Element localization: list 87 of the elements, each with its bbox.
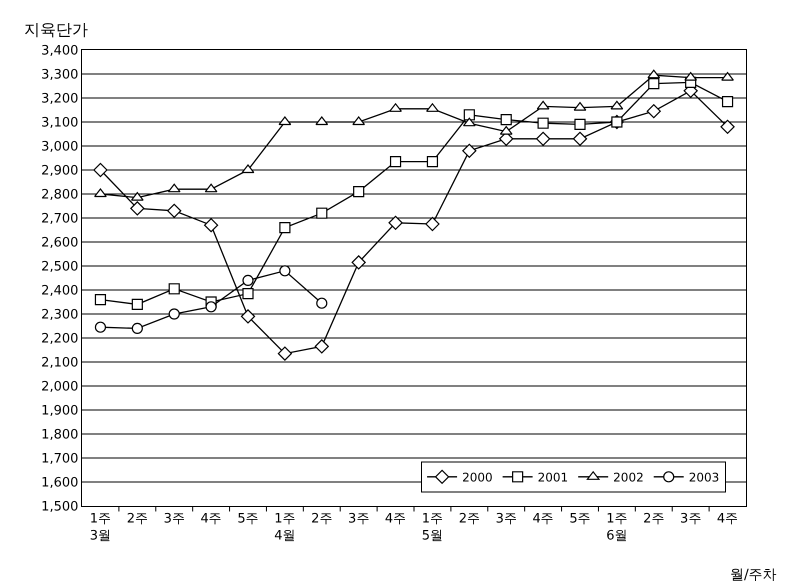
y-tick-label: 3,000 [41, 140, 78, 155]
y-tick-label: 2,900 [41, 164, 78, 179]
x-tick-label: 5주 [237, 512, 259, 527]
point [168, 283, 180, 294]
x-tick-label: 2주 [458, 512, 480, 527]
point [240, 309, 256, 324]
x-tick-label: 1주 6월 [606, 512, 628, 544]
y-tick-label: 2,300 [41, 308, 78, 323]
point [242, 164, 254, 174]
x-tick-label: 3주 [496, 512, 517, 527]
point [722, 96, 734, 108]
y-tick-label: 2,100 [41, 356, 78, 371]
point [574, 118, 586, 130]
point [538, 118, 549, 129]
y-tick-label: 2,600 [41, 236, 78, 251]
y-tick-label: 3,300 [41, 68, 78, 83]
point [500, 114, 512, 126]
y-tick-label: 3,200 [41, 92, 78, 107]
point [352, 116, 366, 126]
point [132, 298, 143, 310]
legend-label: 2002 [613, 470, 644, 484]
point [648, 78, 660, 90]
y-tick-label: 3,100 [41, 116, 78, 131]
x-tick-label: 1주 4월 [274, 512, 296, 544]
y-tick-label: 2,400 [41, 284, 78, 299]
point [279, 265, 290, 276]
point [646, 104, 661, 118]
x-tick-label: 2주 [126, 512, 148, 527]
x-tick-label: 5주 [569, 512, 591, 527]
point [388, 216, 403, 230]
x-tick-label: 4주 [384, 512, 406, 527]
x-tick-label: 1주 3월 [90, 512, 112, 544]
point [462, 144, 476, 158]
y-axis-title: 지육단가 [24, 20, 88, 39]
point [167, 204, 182, 218]
point [278, 346, 292, 361]
y-tick-label: 2,000 [41, 380, 78, 395]
point [206, 301, 217, 312]
y-tick-label: 1,600 [41, 476, 78, 491]
point [720, 120, 735, 134]
point [611, 116, 622, 128]
point [572, 132, 588, 146]
x-tick-label: 4주 [532, 512, 554, 527]
point [316, 298, 328, 309]
y-tick-label: 1,700 [41, 452, 78, 467]
x-tick-label: 4주 [716, 512, 738, 527]
point [352, 255, 366, 270]
x-tick-label: 2주 [311, 512, 332, 527]
point [242, 274, 254, 286]
x-tick-label: 3주 [680, 512, 702, 527]
x-tick-label: 1주 5월 [422, 512, 444, 544]
point [130, 201, 144, 216]
point [278, 116, 292, 126]
y-tick-label: 2,200 [41, 332, 78, 347]
point [132, 322, 143, 334]
x-tick-label: 3주 [164, 512, 185, 527]
legend-label: 2001 [538, 470, 568, 484]
point [242, 288, 254, 300]
x-tick-label: 4주 [200, 512, 222, 527]
point [316, 208, 328, 219]
x-tick-label: 2주 [643, 512, 664, 527]
point [279, 222, 290, 234]
point [204, 218, 218, 232]
y-tick-label: 2,800 [41, 188, 78, 203]
point [93, 162, 108, 178]
point [168, 308, 180, 320]
point [426, 156, 438, 168]
y-tick-label: 1,900 [41, 404, 78, 419]
point [425, 216, 440, 232]
point [464, 109, 475, 120]
point [94, 294, 106, 306]
y-tick-label: 2,500 [41, 260, 78, 275]
y-tick-label: 3,400 [41, 44, 78, 59]
point [314, 339, 329, 354]
legend-label: 2000 [462, 470, 493, 484]
x-axis-title: 월/주차 [730, 567, 777, 583]
point [315, 116, 328, 126]
y-tick-label: 2,700 [41, 212, 78, 227]
legend-label: 2003 [688, 470, 720, 484]
point [390, 156, 402, 168]
point [536, 132, 550, 146]
x-tick-label: 3주 [348, 512, 370, 527]
y-tick-label: 1,800 [41, 428, 78, 443]
point [94, 188, 107, 198]
y-tick-label: 1,500 [41, 500, 78, 515]
point [353, 186, 364, 198]
point [94, 322, 106, 333]
